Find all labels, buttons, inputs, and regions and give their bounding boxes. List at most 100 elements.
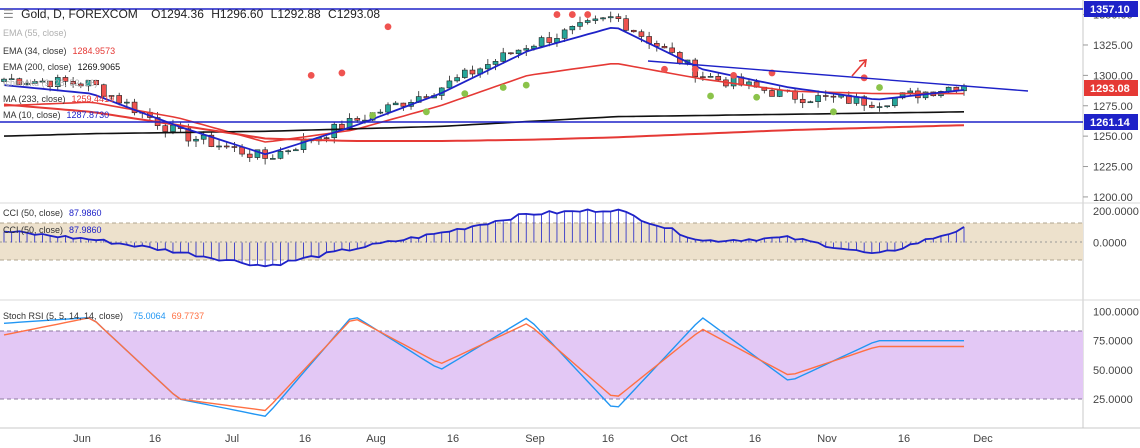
descending-trendline[interactable]	[647, 60, 1029, 92]
arrow-annotation[interactable]	[851, 59, 867, 77]
price-tick-label: 1275.00	[1093, 101, 1133, 113]
signal-dot	[307, 71, 315, 79]
candle-body	[31, 81, 38, 84]
open-label: O	[151, 7, 161, 21]
signal-dot	[568, 11, 576, 18]
price-tick-label: 1200.00	[1093, 192, 1133, 204]
ma10-line	[3, 26, 965, 156]
indicator-legend-ichimoku[interactable]: Ichimoku (9, 26, 52, 26)	[3, 78, 104, 88]
indicator-value: 1259.4419	[71, 94, 115, 104]
candle-body	[1, 78, 7, 82]
candle-body	[669, 47, 675, 53]
time-tick-label: 16	[602, 433, 614, 445]
stoch-d-line	[3, 317, 964, 412]
cci-label: CCI (50, close)	[3, 208, 64, 218]
candle-body	[16, 78, 23, 85]
indicator-legend-ema200[interactable]: EMA (200, close) 1269.9065	[3, 62, 120, 72]
time-tick-label: 16	[898, 433, 910, 445]
symbol-title[interactable]: Gold, D, FOREXCOM	[21, 7, 138, 21]
indicator-legend-ma10[interactable]: MA (10, close) 1287.8730	[3, 110, 109, 120]
ema34-line	[3, 63, 964, 143]
indicator-label: EMA (200, close)	[3, 62, 72, 72]
candle-body	[170, 124, 176, 132]
candle-body	[807, 101, 814, 104]
indicator-label: MA (233, close)	[3, 94, 66, 104]
candle-body	[584, 20, 591, 23]
candle-body	[162, 125, 169, 132]
candle-body	[523, 48, 530, 51]
candle-body	[592, 18, 599, 21]
indicator-label: Ichimoku (9, 26, 52, 26)	[3, 78, 98, 88]
close-value: 1293.08	[336, 7, 381, 21]
signal-dot	[584, 11, 592, 18]
stoch-legend[interactable]: Stoch RSI (5, 5, 14, 14, close) 75.0064 69…	[3, 311, 204, 321]
candle-body	[392, 102, 399, 106]
price-level-text: 1293.08	[1090, 83, 1130, 95]
candle-body	[101, 84, 107, 97]
candle-body	[485, 64, 491, 70]
price-level-text: 1357.10	[1090, 4, 1130, 16]
stoch-axis-ticks: 100.0000 75.0000 50.0000 25.0000	[1093, 307, 1139, 406]
time-tick-label: Jul	[225, 433, 239, 445]
price-level-text: 1261.14	[1090, 117, 1131, 129]
candle-body	[492, 61, 499, 65]
signal-dot	[730, 71, 737, 79]
signal-dot	[553, 11, 561, 18]
signal-dot	[661, 65, 668, 73]
signal-dot	[499, 84, 507, 91]
price-level-badge	[1084, 1, 1138, 17]
price-tick-label: 1300.00	[1093, 70, 1133, 82]
candle-body	[600, 17, 606, 20]
symbol-menu-icon[interactable]: ☰	[3, 7, 14, 21]
time-tick-label: Nov	[817, 433, 837, 445]
time-tick-label: Oct	[670, 433, 687, 445]
candle-body	[216, 145, 222, 148]
cci-value: 87.9860	[69, 225, 102, 235]
cci-value: 87.9860	[69, 208, 102, 218]
signal-dot	[691, 65, 699, 73]
candle-body	[108, 95, 115, 97]
candle-body	[869, 104, 875, 108]
indicator-label: EMA (34, close)	[3, 46, 67, 56]
candle-body	[776, 89, 783, 97]
candle-body	[223, 145, 230, 148]
time-axis-labels: Jun 16 Jul 16 Aug 16 Sep 16 Oct 16 Nov 16 Dec	[73, 433, 993, 445]
candle-body	[538, 37, 545, 47]
indicator-label: MA (10, close)	[3, 110, 61, 120]
signal-dot	[876, 84, 883, 91]
candle-body	[54, 77, 61, 88]
indicator-legend-ema55[interactable]: EMA (55, close)	[3, 28, 73, 38]
candle-body	[569, 26, 576, 31]
price-level-badge	[1084, 114, 1138, 130]
cci-legend-1[interactable]: CCI (50, close) 87.9860	[3, 208, 102, 218]
indicator-legend-ma233[interactable]: MA (233, close) 1259.4419	[3, 94, 114, 104]
candle-body	[561, 29, 568, 39]
ma233-line	[3, 103, 965, 142]
candle-body	[884, 105, 891, 108]
candle-body	[385, 104, 391, 113]
indicator-value: 1284.9573	[72, 46, 116, 56]
candle-body	[615, 16, 622, 19]
stoch-rsi-series	[3, 316, 964, 417]
candle-body	[899, 92, 906, 99]
candle-body	[70, 81, 76, 85]
stoch-label: Stoch RSI (5, 5, 14, 14, close)	[3, 311, 124, 321]
candle-body	[607, 16, 614, 19]
candle-body	[861, 96, 867, 106]
open-value: 1294.36	[160, 7, 204, 21]
indicator-label: EMA (55, close)	[3, 28, 67, 38]
signal-dot	[830, 108, 837, 116]
candle-body	[62, 77, 69, 82]
price-level-badge	[1084, 80, 1138, 96]
chart-header: ☰ Gold, D, FOREXCOM O1294.36 H1296.60 L1…	[3, 7, 384, 21]
price-tick-label: 1225.00	[1093, 162, 1133, 174]
time-tick-label: 16	[447, 433, 459, 445]
indicator-legend-ema34[interactable]: EMA (34, close) 1284.9573	[3, 46, 115, 56]
signal-markers	[307, 11, 883, 119]
candle-body	[892, 97, 898, 107]
close-label: C	[328, 7, 337, 21]
candle-body	[508, 52, 514, 55]
candle-body	[277, 151, 284, 159]
cci-legend-2[interactable]: CCI (50, close) 87.9860	[3, 225, 102, 235]
